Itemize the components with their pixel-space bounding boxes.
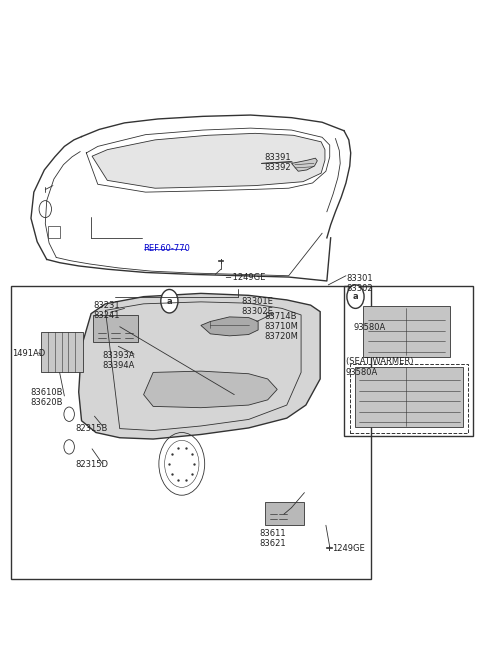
Bar: [363, 306, 450, 358]
Text: 83301
83302: 83301 83302: [346, 274, 372, 293]
Text: 1249GE: 1249GE: [332, 544, 364, 552]
Text: 83391
83392: 83391 83392: [265, 153, 291, 173]
Bar: [355, 367, 463, 427]
Text: 82315B: 82315B: [75, 424, 108, 433]
Circle shape: [347, 285, 364, 308]
Text: 83231
83241: 83231 83241: [93, 300, 120, 320]
Text: 83610B
83620B: 83610B 83620B: [30, 388, 62, 407]
Text: ─ 1249GE: ─ 1249GE: [225, 272, 265, 281]
Bar: [344, 285, 473, 436]
Text: 1491AD: 1491AD: [12, 349, 45, 358]
Text: 83301E
83302E: 83301E 83302E: [241, 297, 273, 316]
Circle shape: [161, 289, 178, 313]
Text: 83611
83621: 83611 83621: [259, 529, 286, 548]
Bar: [350, 364, 468, 432]
Polygon shape: [291, 158, 317, 171]
Polygon shape: [79, 293, 320, 439]
Polygon shape: [144, 371, 277, 407]
Text: REF.60-770: REF.60-770: [144, 245, 191, 253]
Polygon shape: [92, 133, 325, 188]
Text: a: a: [353, 292, 358, 301]
Text: (SEAT WARMER)
93580A: (SEAT WARMER) 93580A: [346, 358, 413, 377]
Bar: [48, 226, 60, 238]
Bar: [11, 285, 371, 579]
Text: 93580A: 93580A: [354, 323, 386, 332]
Text: 83393A
83394A: 83393A 83394A: [103, 351, 135, 370]
Text: 82315D: 82315D: [75, 460, 108, 469]
Bar: [265, 502, 304, 525]
Bar: [40, 332, 84, 373]
Bar: [93, 315, 138, 342]
Text: 83714B
83710M
83720M: 83714B 83710M 83720M: [265, 312, 299, 342]
Text: a: a: [167, 297, 172, 306]
Polygon shape: [201, 317, 258, 336]
